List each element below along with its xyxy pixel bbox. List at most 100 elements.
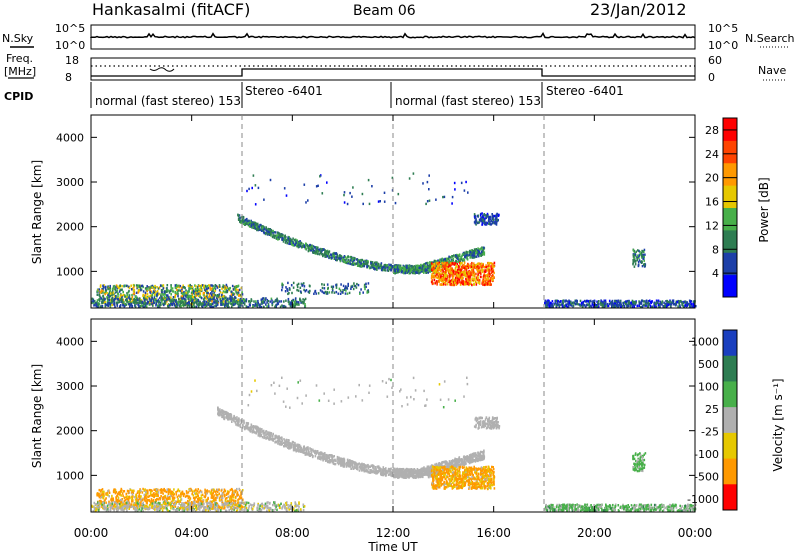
data-cell <box>475 255 478 258</box>
data-cell <box>233 292 235 295</box>
data-cell <box>431 273 433 276</box>
data-cell <box>214 496 216 500</box>
noise-left-tick-bottom: 10^0 <box>55 39 85 52</box>
data-cell <box>267 231 270 234</box>
data-cell <box>477 267 480 270</box>
data-cell <box>265 231 267 235</box>
data-cell <box>436 283 438 286</box>
data-cell <box>568 303 570 307</box>
data-cell <box>204 493 207 496</box>
data-cell <box>359 264 361 267</box>
data-cell <box>438 261 440 265</box>
data-cell <box>449 280 451 283</box>
data-cell <box>217 300 220 303</box>
noise-sky-label: N.Sky <box>2 32 34 45</box>
data-cell <box>177 497 179 501</box>
data-cell <box>195 302 198 305</box>
data-cell <box>458 253 461 256</box>
data-cell <box>473 282 475 286</box>
data-cell <box>335 283 337 287</box>
data-cell <box>326 255 329 258</box>
data-cell <box>471 256 473 259</box>
data-cell <box>411 268 413 271</box>
data-cell <box>263 198 265 201</box>
data-cell <box>386 266 389 269</box>
data-cell <box>318 249 320 252</box>
data-cell <box>294 304 297 307</box>
data-cell <box>160 298 162 302</box>
data-cell <box>416 268 418 271</box>
data-cell <box>422 264 425 267</box>
data-cell <box>208 293 211 296</box>
data-cell <box>435 198 437 201</box>
data-cell <box>450 271 453 275</box>
data-cell <box>346 287 349 290</box>
data-cell <box>164 290 167 293</box>
data-cell <box>485 214 488 217</box>
data-cell <box>327 286 329 290</box>
data-cell <box>260 298 263 301</box>
data-cell <box>631 305 634 309</box>
data-cell <box>210 297 212 300</box>
data-cell <box>349 262 352 266</box>
data-cell <box>227 300 230 303</box>
data-cell <box>197 298 200 302</box>
data-cell <box>197 497 199 501</box>
data-cell <box>305 247 307 250</box>
data-cell <box>159 296 161 300</box>
y-tick-label: 1000 <box>56 265 84 278</box>
data-cell <box>219 505 221 508</box>
data-cell <box>302 244 304 248</box>
data-cell <box>155 302 157 305</box>
data-cell <box>436 260 438 263</box>
data-cell <box>294 238 296 242</box>
data-cell <box>223 297 226 301</box>
data-cell <box>195 294 197 297</box>
data-cell <box>277 299 279 302</box>
data-cell <box>148 494 151 498</box>
data-cell <box>216 300 218 303</box>
data-cell <box>285 239 287 242</box>
data-cell <box>167 304 169 308</box>
data-cell <box>344 288 346 291</box>
data-cell <box>158 286 161 289</box>
data-cell <box>305 289 308 292</box>
data-cell <box>206 291 208 294</box>
data-cell <box>200 490 202 494</box>
data-cell <box>481 247 484 251</box>
data-cell <box>238 294 240 297</box>
data-cell <box>545 302 548 305</box>
data-cell <box>550 303 552 306</box>
data-cell <box>212 289 214 292</box>
data-cell <box>372 263 374 266</box>
data-cell <box>133 286 135 289</box>
nave-tick-top: 60 <box>708 54 722 67</box>
data-cell <box>481 223 483 226</box>
data-cell <box>190 296 193 300</box>
data-cell <box>134 495 136 499</box>
data-cell <box>572 301 575 304</box>
data-cell <box>260 305 263 309</box>
data-cell <box>335 252 337 255</box>
data-cell <box>456 257 459 260</box>
data-cell <box>149 291 151 294</box>
y-tick-label: 3000 <box>56 176 84 189</box>
data-cell <box>482 283 484 286</box>
data-cell <box>146 285 148 288</box>
data-cell <box>122 293 125 297</box>
data-cell <box>354 257 356 260</box>
data-cell <box>285 236 287 239</box>
data-cell <box>306 244 309 248</box>
data-cell <box>603 299 606 302</box>
data-cell <box>478 281 481 285</box>
data-cell <box>217 504 220 507</box>
data-cell <box>399 267 402 271</box>
data-cell <box>239 220 241 224</box>
data-cell <box>333 257 336 260</box>
data-cell <box>430 274 433 278</box>
data-cell <box>148 295 150 298</box>
data-cell <box>372 266 374 269</box>
data-cell <box>358 259 360 262</box>
data-cell <box>565 304 567 307</box>
data-cell <box>448 259 450 262</box>
